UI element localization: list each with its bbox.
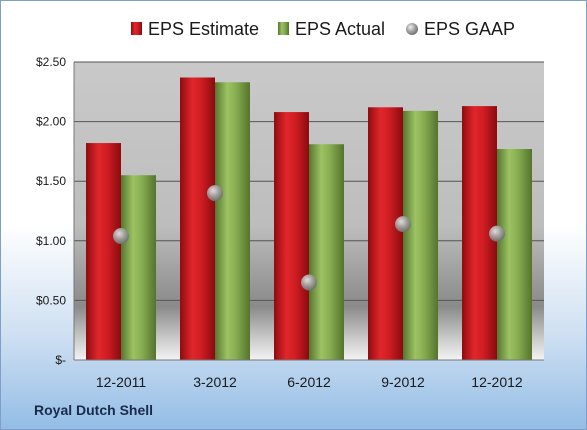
- bar-eps-actual: [497, 149, 532, 360]
- marker-eps-gaap: [489, 225, 505, 242]
- x-tick-label: 9-2012: [381, 374, 425, 390]
- x-tick-label: 12-2011: [96, 374, 147, 390]
- x-tick-label: 12-2012: [471, 374, 523, 390]
- bar-eps-actual: [215, 82, 250, 360]
- y-axis: $- $0.50 $1.00 $1.50 $2.00 $2.50: [36, 55, 75, 367]
- marker-eps-gaap: [113, 228, 129, 245]
- y-tick-label: $2.00: [36, 115, 66, 129]
- bar-eps-actual: [121, 175, 156, 360]
- bar-eps-actual: [309, 144, 344, 360]
- legend-eps-actual-swatch: [278, 22, 289, 35]
- marker-eps-gaap: [207, 185, 223, 202]
- y-tick-label: $0.50: [36, 293, 66, 307]
- y-tick-label: $-: [55, 353, 66, 367]
- x-tick-label: 3-2012: [193, 374, 237, 390]
- y-tick-label: $2.50: [36, 55, 66, 69]
- bar-eps-estimate: [368, 107, 403, 361]
- legend-eps-gaap-swatch: [406, 23, 418, 35]
- y-tick-label: $1.00: [36, 234, 66, 248]
- x-axis: 12-2011 3-2012 6-2012 9-2012 12-2012: [74, 359, 544, 390]
- y-tick-label: $1.50: [36, 174, 66, 188]
- legend: EPS Estimate EPS Actual EPS GAAP: [131, 19, 515, 39]
- gaap-markers: [113, 185, 505, 291]
- bar-eps-estimate: [274, 112, 309, 361]
- bar-eps-estimate: [86, 143, 121, 360]
- marker-eps-gaap: [301, 274, 317, 291]
- bars: [86, 77, 532, 361]
- legend-eps-estimate-label: EPS Estimate: [148, 19, 259, 39]
- bar-eps-actual: [403, 110, 438, 360]
- marker-eps-gaap: [395, 216, 411, 233]
- company-name: Royal Dutch Shell: [34, 402, 154, 418]
- legend-eps-estimate-swatch: [131, 22, 142, 35]
- bar-eps-estimate: [180, 77, 215, 360]
- legend-eps-gaap-label: EPS GAAP: [424, 19, 515, 39]
- x-tick-label: 6-2012: [287, 374, 331, 390]
- legend-eps-actual-label: EPS Actual: [295, 19, 385, 39]
